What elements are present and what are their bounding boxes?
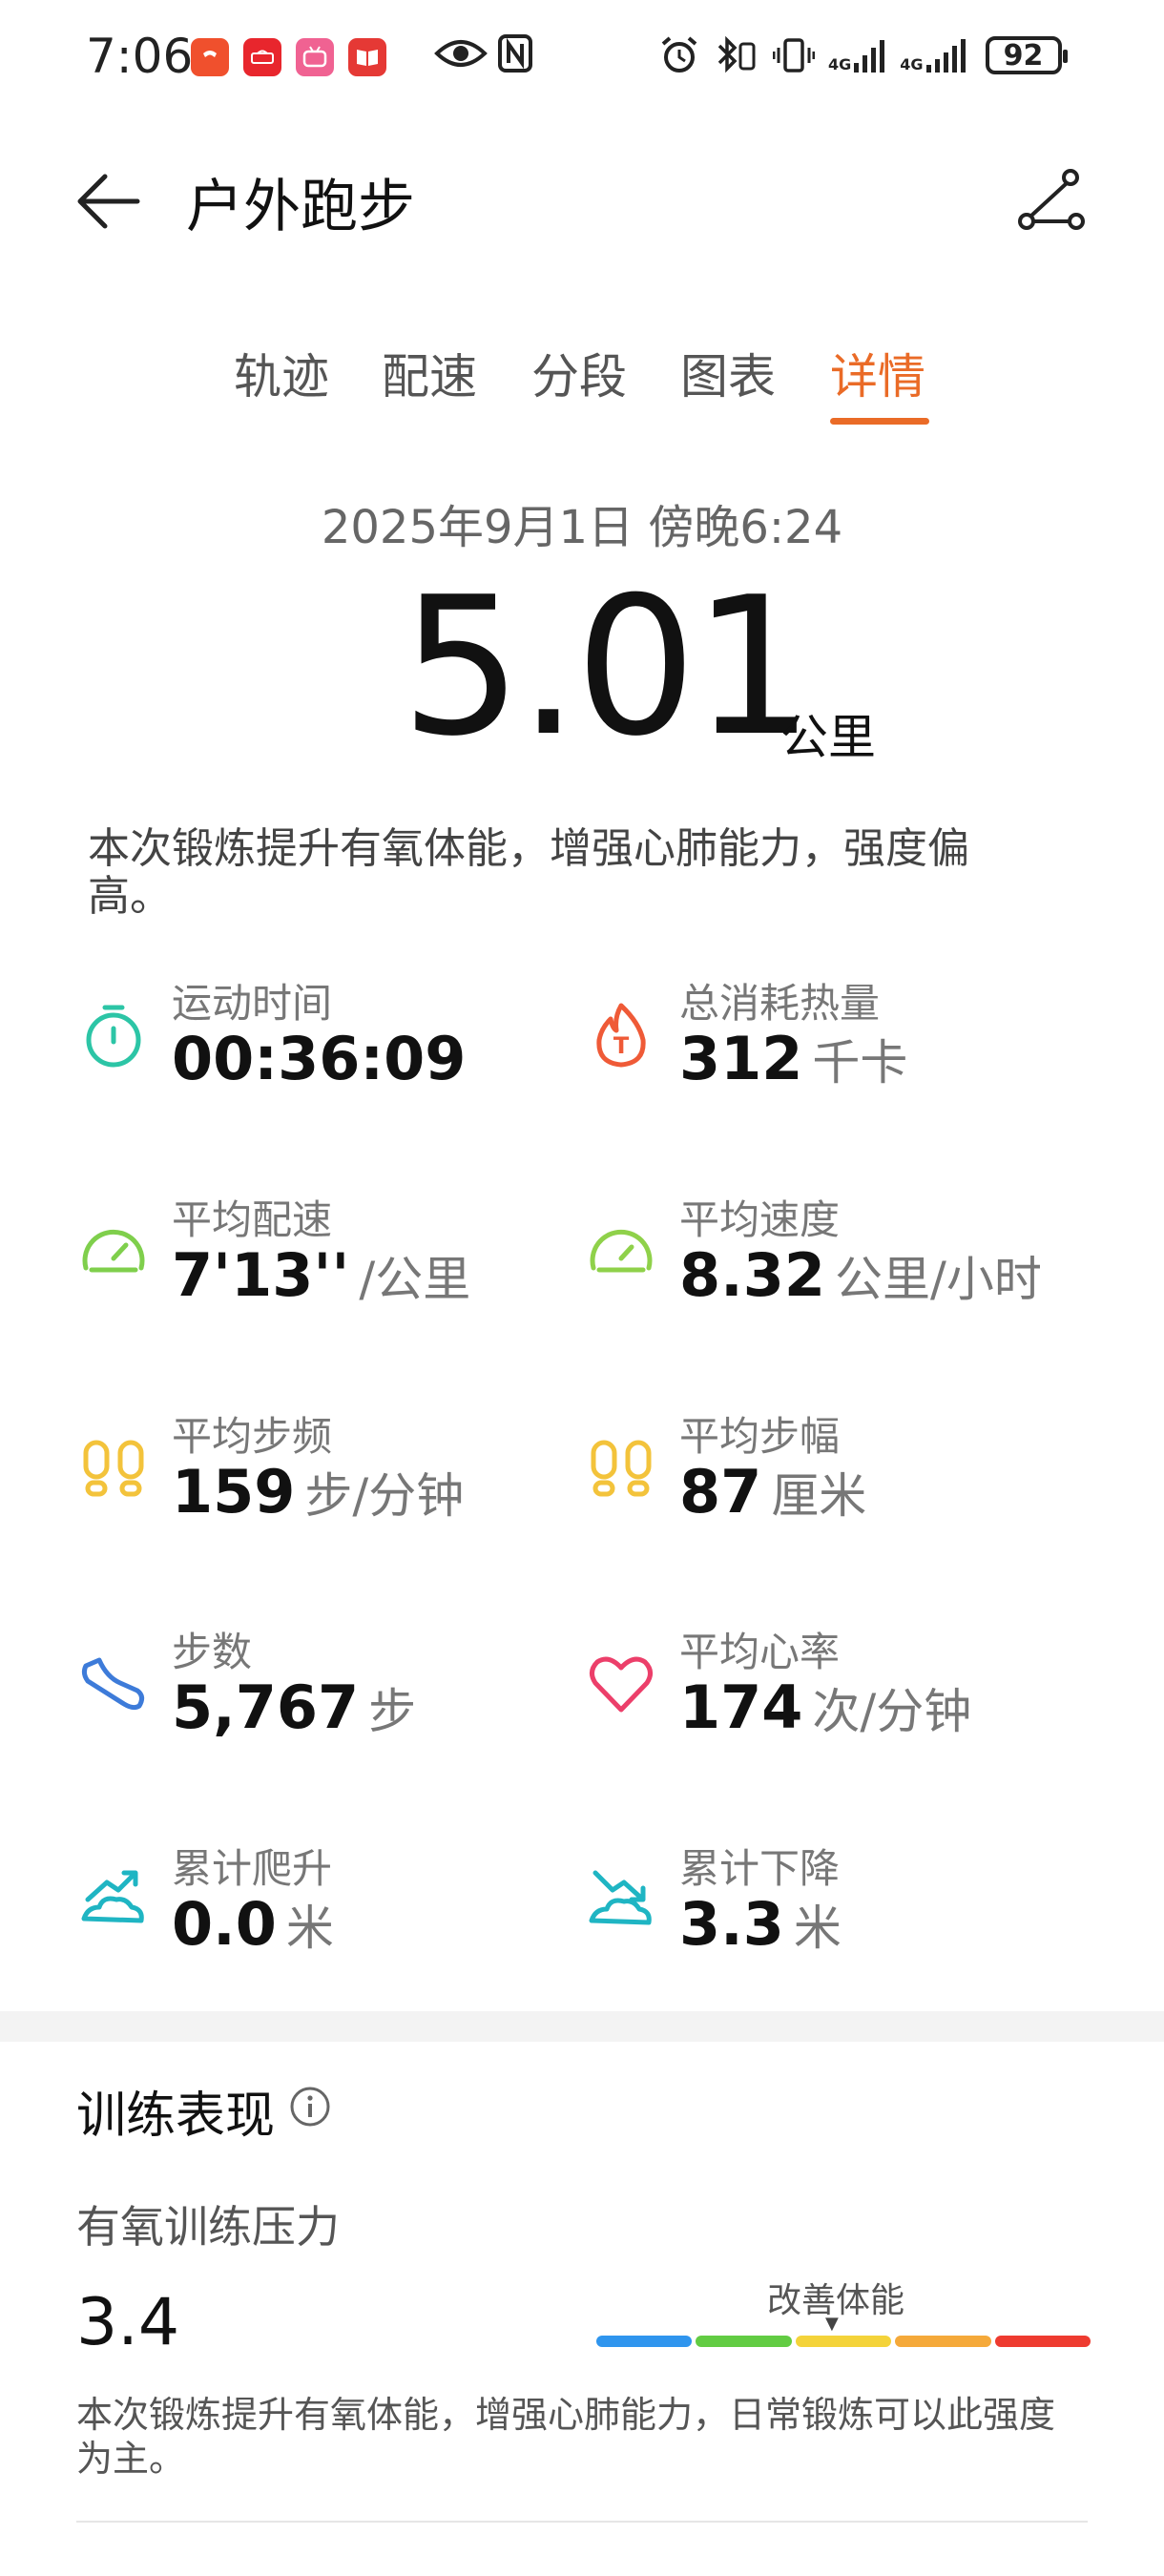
metric-label: 总消耗热量 bbox=[679, 980, 881, 1027]
metric-value: 312 bbox=[679, 1024, 803, 1093]
metric-total-ascent: 累计爬升 0.0 米 bbox=[78, 1837, 574, 1970]
metric-unit: 米 bbox=[793, 1901, 842, 1956]
stopwatch-icon bbox=[86, 1005, 141, 1068]
metric-value: 3.3 bbox=[679, 1889, 784, 1959]
tab-track[interactable]: 轨迹 bbox=[234, 349, 329, 405]
metric-label: 平均步频 bbox=[172, 1413, 333, 1460]
metric-unit: 米 bbox=[285, 1901, 334, 1956]
metric-avg-heart-rate: 平均心率 174 次/分钟 bbox=[586, 1620, 1082, 1754]
aerobic-stress-label: 有氧训练压力 bbox=[76, 2201, 340, 2253]
active-tab-indicator bbox=[830, 418, 929, 425]
phone-app-icon bbox=[191, 38, 229, 76]
metric-value: 7'13'' bbox=[172, 1240, 350, 1310]
shoe-icon bbox=[81, 1657, 145, 1711]
huawei-app-icon bbox=[243, 38, 281, 76]
battery-indicator: 92 bbox=[985, 36, 1068, 74]
metric-unit: 千卡 bbox=[812, 1035, 908, 1091]
heart-icon bbox=[590, 1656, 653, 1713]
workout-date: 2025年9月1日 傍晚6:24 bbox=[321, 501, 843, 554]
scale-level-label: 改善体能 bbox=[767, 2281, 905, 2320]
distance-value: 5.01 bbox=[401, 556, 814, 779]
vibrate-icon bbox=[773, 38, 815, 73]
metric-calories: T 总消耗热量 312 千卡 bbox=[586, 971, 1082, 1105]
signal-1-indicator: 4G bbox=[828, 38, 886, 73]
metric-label: 平均心率 bbox=[679, 1629, 841, 1675]
scale-marker-icon: ▼ bbox=[825, 2314, 839, 2334]
nfc-icon bbox=[498, 34, 532, 73]
network-type-2: 4G bbox=[900, 55, 924, 73]
status-bar: 7:06 bbox=[0, 0, 1164, 114]
books-app-icon bbox=[348, 38, 386, 76]
tab-charts[interactable]: 图表 bbox=[680, 349, 776, 405]
info-icon[interactable] bbox=[288, 2085, 332, 2129]
network-type-1: 4G bbox=[828, 55, 852, 73]
aerobic-description: 本次锻炼提升有氧体能，增强心肺能力，日常锻炼可以此强度为主。 bbox=[76, 2394, 1056, 2480]
workout-summary: 本次锻炼提升有氧体能，增强心肺能力，强度偏高。 bbox=[88, 824, 969, 921]
aerobic-stress-value: 3.4 bbox=[76, 2285, 180, 2360]
scale-segment bbox=[596, 2336, 693, 2347]
metric-value: 00:36:09 bbox=[172, 1024, 467, 1093]
speedometer-icon bbox=[590, 1229, 653, 1273]
metric-duration: 运动时间 00:36:09 bbox=[78, 971, 574, 1105]
metric-steps: 步数 5,767 步 bbox=[78, 1620, 574, 1754]
battery-level: 92 bbox=[1003, 38, 1044, 73]
metric-label: 平均速度 bbox=[679, 1196, 841, 1243]
metric-unit: 步/分钟 bbox=[304, 1468, 465, 1524]
page-title: 户外跑步 bbox=[186, 174, 415, 240]
bilibili-app-icon bbox=[296, 38, 334, 76]
metric-value: 8.32 bbox=[679, 1240, 825, 1310]
metric-unit: /公里 bbox=[359, 1252, 471, 1307]
training-section-title: 训练表现 bbox=[76, 2088, 276, 2145]
metric-value: 159 bbox=[172, 1457, 296, 1527]
metric-value: 174 bbox=[679, 1672, 803, 1742]
signal-bars-icon bbox=[854, 40, 885, 73]
ascent-icon bbox=[81, 1870, 144, 1923]
scale-segment bbox=[895, 2336, 991, 2347]
tab-bar: 轨迹 配速 分段 图表 详情 bbox=[0, 339, 1164, 425]
metric-value: 5,767 bbox=[172, 1672, 360, 1742]
section-bottom-divider bbox=[76, 2521, 1088, 2523]
descent-icon bbox=[589, 1870, 652, 1925]
notification-apps bbox=[191, 38, 386, 76]
metric-avg-cadence: 平均步频 159 步/分钟 bbox=[78, 1404, 574, 1538]
signal-bars-icon bbox=[925, 39, 966, 73]
eye-comfort-icon bbox=[434, 40, 488, 67]
metric-label: 运动时间 bbox=[172, 980, 333, 1027]
metric-label: 累计下降 bbox=[679, 1845, 841, 1892]
scale-segment bbox=[994, 2336, 1091, 2347]
scale-segment bbox=[696, 2336, 792, 2347]
gauge-icon bbox=[82, 1229, 145, 1273]
back-arrow-icon[interactable] bbox=[74, 167, 143, 236]
tab-splits[interactable]: 分段 bbox=[531, 349, 627, 405]
signal-2-indicator: 4G bbox=[900, 38, 971, 73]
distance-unit: 公里 bbox=[780, 710, 876, 765]
metric-label: 累计爬升 bbox=[172, 1845, 333, 1892]
metric-unit: 步 bbox=[368, 1684, 417, 1739]
metric-unit: 厘米 bbox=[771, 1468, 867, 1524]
bluetooth-icon bbox=[717, 35, 756, 73]
metric-avg-stride: 平均步幅 87 厘米 bbox=[586, 1404, 1082, 1538]
aerobic-scale-bar bbox=[596, 2336, 1091, 2347]
metric-unit: 次/分钟 bbox=[812, 1684, 972, 1739]
section-divider bbox=[0, 2011, 1164, 2042]
metric-value: 87 bbox=[679, 1457, 762, 1527]
metric-avg-pace: 平均配速 7'13''/公里 bbox=[78, 1188, 574, 1321]
tab-pace[interactable]: 配速 bbox=[382, 349, 477, 405]
footprints-stride-icon bbox=[591, 1440, 652, 1497]
status-time: 7:06 bbox=[86, 29, 194, 84]
footprints-icon bbox=[83, 1440, 144, 1497]
scale-segment bbox=[795, 2336, 892, 2347]
share-icon[interactable] bbox=[1013, 162, 1090, 239]
metric-label: 平均配速 bbox=[172, 1196, 333, 1243]
metric-label: 平均步幅 bbox=[679, 1413, 841, 1460]
metric-total-descent: 累计下降 3.3 米 bbox=[586, 1837, 1082, 1970]
metric-label: 步数 bbox=[172, 1629, 253, 1675]
flame-icon: T bbox=[596, 1003, 646, 1068]
metric-value: 0.0 bbox=[172, 1889, 277, 1959]
tab-details[interactable]: 详情 bbox=[830, 349, 925, 405]
metric-avg-speed: 平均速度 8.32 公里/小时 bbox=[586, 1188, 1082, 1321]
svg-text:T: T bbox=[613, 1032, 630, 1059]
metric-unit: 公里/小时 bbox=[834, 1252, 1042, 1307]
alarm-icon bbox=[661, 36, 697, 73]
